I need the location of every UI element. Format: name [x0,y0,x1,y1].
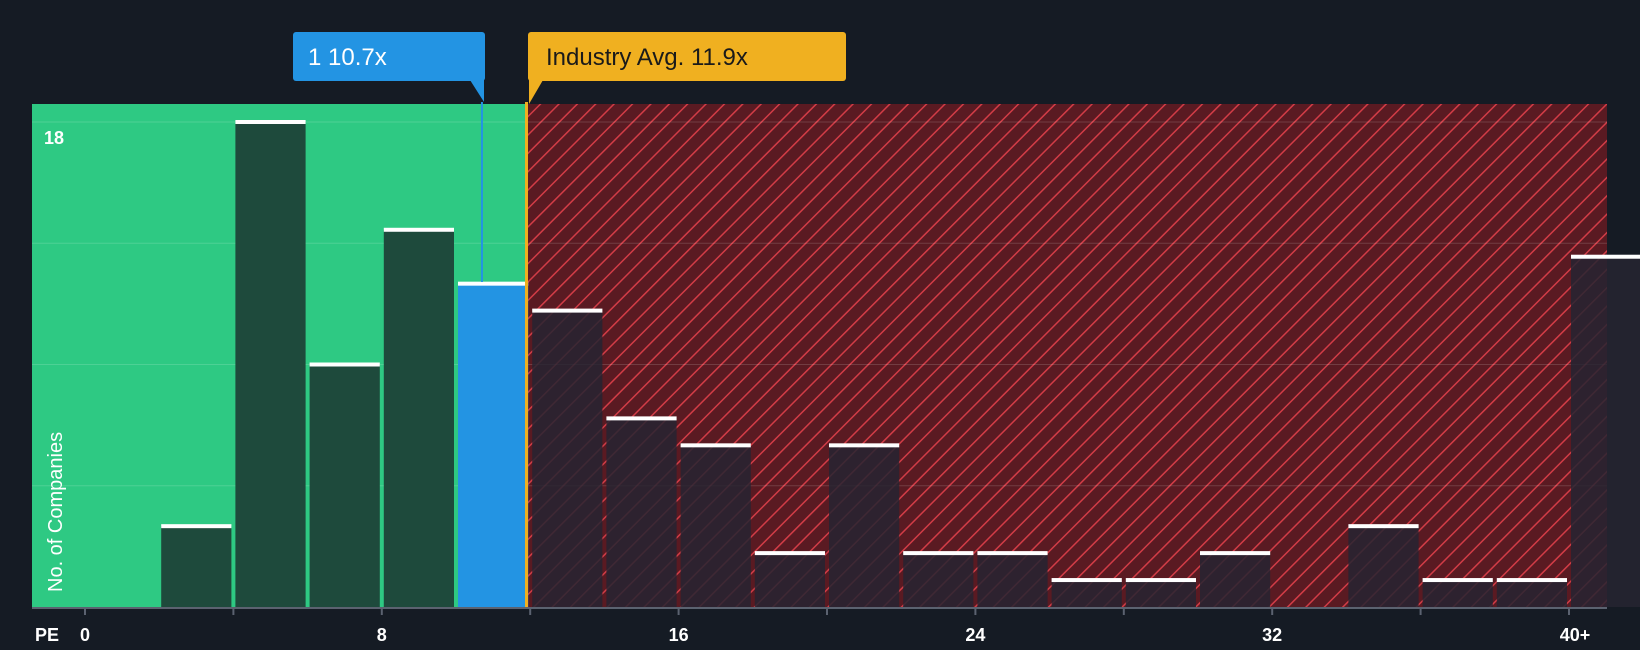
histogram-bar [1422,580,1493,607]
x-axis: 0 8 16 24 32 40+ [32,607,1607,645]
company-callout-box [293,32,485,81]
bar-cap [606,416,677,421]
company-callout: 1 10.7x [293,32,485,102]
histogram-bar [383,229,454,607]
x-axis-title: PE [35,625,59,645]
bar-cap [309,362,380,367]
bar-cap [1125,578,1196,583]
histogram-bar [977,553,1048,607]
bar-cap [458,281,529,286]
histogram-bar [829,445,900,607]
histogram-bar [1571,256,1640,607]
histogram-bar [1348,526,1419,607]
histogram-bar [309,364,380,607]
company-callout-label: 1 10.7x [308,44,387,71]
bar-cap [383,227,454,232]
histogram-bar [606,418,677,607]
histogram-bar [235,122,306,607]
bar-cap [829,443,900,448]
x-tick-label: 24 [965,625,985,645]
x-tick-label: 40+ [1560,625,1591,645]
bar-cap [161,524,232,529]
y-tick-label: 18 [44,128,64,148]
bar-cap [1422,578,1493,583]
histogram-bar [754,553,825,607]
x-tick-label: 32 [1262,625,1282,645]
x-tick-label: 16 [669,625,689,645]
bar-cap [235,120,306,124]
histogram-bar [1496,580,1567,607]
bar-cap [754,551,825,556]
histogram-bar [161,526,232,607]
histogram-bar [1125,580,1196,607]
bar-cap [1571,254,1640,259]
histogram-bar [903,553,974,607]
histogram-bar [1051,580,1122,607]
x-tick-label: 0 [80,625,90,645]
industry-callout-box [528,32,846,81]
histogram-bar [532,310,603,607]
value-markers [480,102,528,607]
histogram-bar [680,445,751,607]
bar-cap [532,308,603,313]
histogram-bars [161,120,1640,607]
histogram-bar [458,283,529,607]
industry-callout: Industry Avg. 11.9x [528,32,846,104]
bar-cap [680,443,751,448]
callouts: 1 10.7x Industry Avg. 11.9x [293,32,846,104]
bar-cap [1496,578,1567,583]
bar-cap [1051,578,1122,583]
histogram-bar [1200,553,1271,607]
industry-callout-pointer [529,80,543,104]
bar-cap [1200,551,1271,556]
bar-cap [977,551,1048,556]
industry-callout-label: Industry Avg. 11.9x [546,44,748,71]
company-callout-pointer [470,80,484,102]
bar-cap [903,551,974,556]
x-tick-label: 8 [377,625,387,645]
bar-cap [1348,524,1419,529]
y-axis-title: No. of Companies [45,432,67,592]
